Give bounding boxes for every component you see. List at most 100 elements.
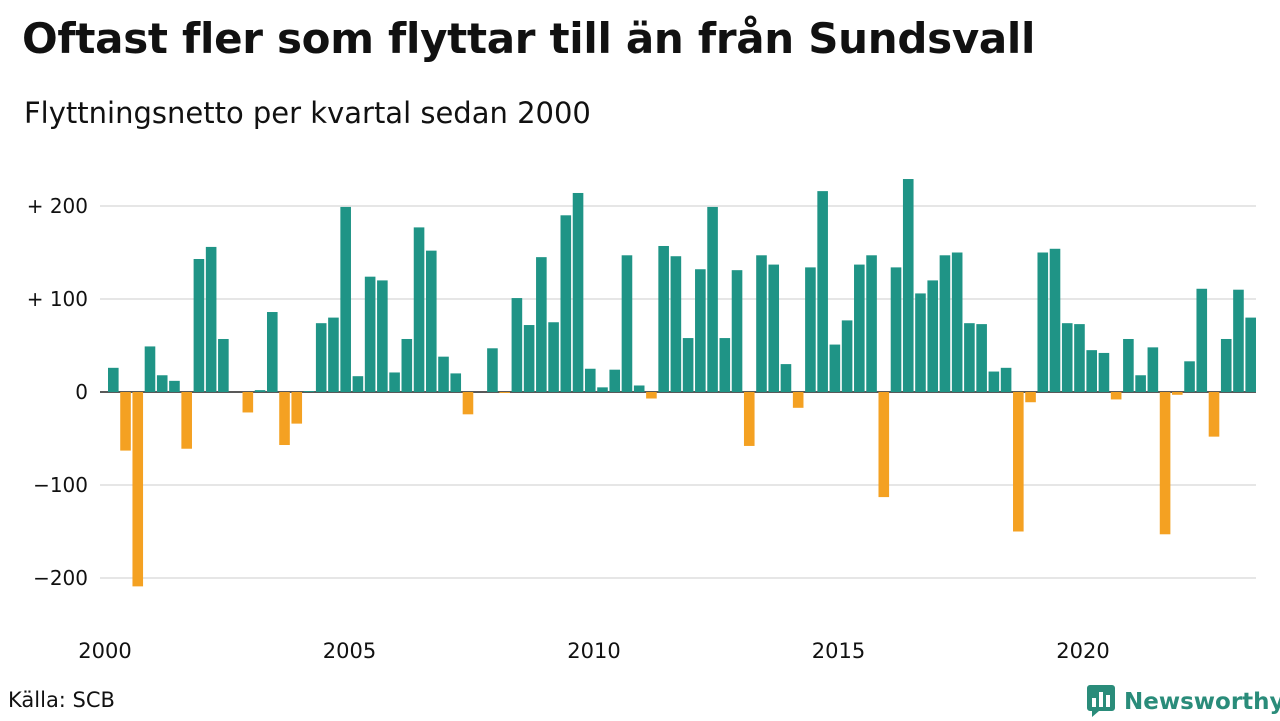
y-tick-label: −200 <box>33 566 88 590</box>
x-tick-label: 2020 <box>1056 639 1109 663</box>
bar <box>144 346 156 392</box>
bar <box>854 264 865 392</box>
bar <box>584 368 596 392</box>
bar <box>1013 392 1024 532</box>
bar <box>156 375 168 392</box>
bar <box>352 376 364 392</box>
bar <box>377 280 388 392</box>
bar <box>1135 375 1146 392</box>
bar <box>242 392 254 413</box>
bar <box>670 256 682 392</box>
bar <box>499 392 510 393</box>
bar <box>829 344 841 392</box>
bar <box>1245 317 1256 392</box>
x-tick-label: 2015 <box>812 639 865 663</box>
bar <box>927 280 939 392</box>
bar <box>597 387 608 392</box>
bar <box>988 371 1000 392</box>
brand-logo[interactable]: Newsworthy <box>1086 683 1280 721</box>
bar <box>621 255 633 392</box>
bar <box>976 324 987 392</box>
bar <box>1110 392 1122 400</box>
bar <box>413 227 425 392</box>
brand-name: Newsworthy <box>1124 689 1280 715</box>
bar <box>401 338 413 392</box>
bar <box>915 293 926 392</box>
bar <box>218 338 229 392</box>
bar <box>1061 323 1073 392</box>
bar <box>1184 361 1195 392</box>
bar <box>132 392 144 587</box>
bar <box>193 259 205 392</box>
bar <box>462 392 474 415</box>
bar <box>511 298 523 392</box>
bar <box>707 206 718 392</box>
bar <box>1123 338 1134 392</box>
bar <box>646 392 657 399</box>
bar <box>560 215 572 392</box>
bar <box>1025 392 1036 403</box>
bar <box>181 392 192 449</box>
bar <box>1159 392 1171 535</box>
x-tick-label: 2000 <box>78 639 131 663</box>
bar <box>902 179 914 392</box>
y-tick-label: −100 <box>33 473 88 497</box>
bar <box>254 390 266 392</box>
bar <box>731 270 743 392</box>
bar <box>841 320 853 392</box>
bar <box>1086 350 1097 392</box>
bar <box>682 338 694 392</box>
bar-chart-logo-icon <box>1086 683 1116 721</box>
bar <box>1233 289 1244 392</box>
bar <box>389 372 400 392</box>
bar <box>303 391 315 392</box>
bar <box>450 373 462 392</box>
bar <box>756 255 767 392</box>
bar <box>658 245 669 392</box>
bar <box>169 380 180 392</box>
bar <box>364 276 376 392</box>
bar <box>1098 352 1110 392</box>
bar <box>1220 338 1232 392</box>
bar <box>438 356 449 392</box>
bar <box>609 369 621 392</box>
bar <box>878 392 890 498</box>
bar <box>1049 248 1061 392</box>
bar <box>205 246 217 392</box>
bar <box>425 250 437 392</box>
bar <box>743 392 755 446</box>
bar <box>768 264 780 392</box>
bar <box>266 312 278 392</box>
bar <box>719 338 731 392</box>
bar <box>951 252 963 392</box>
bar <box>695 269 706 392</box>
bar <box>964 323 975 392</box>
y-tick-label: 0 <box>75 380 88 404</box>
bar-chart: + 200 + 100 0 −100 −200 2000 2005 2010 2015 2020 <box>27 179 1256 663</box>
bar <box>780 364 792 392</box>
bar <box>805 267 816 392</box>
bar <box>291 392 303 424</box>
bar <box>487 348 498 392</box>
x-tick-label: 2010 <box>567 639 620 663</box>
bars <box>108 179 1256 587</box>
bar <box>1196 288 1208 392</box>
bar <box>1147 347 1159 392</box>
bar <box>315 323 327 392</box>
bar <box>536 257 547 392</box>
bar <box>1172 392 1183 395</box>
y-tick-label: + 200 <box>27 194 88 218</box>
bar <box>279 392 290 446</box>
chart-subtitle: Flyttningsnetto per kvartal sedan 2000 <box>24 96 591 130</box>
bar <box>792 392 804 408</box>
bar <box>340 206 351 392</box>
chart-title: Oftast fler som flyttar till än från Sun… <box>22 14 1036 63</box>
bar <box>1074 324 1085 392</box>
source-note: Källa: SCB <box>8 688 115 712</box>
bar <box>523 325 535 392</box>
bar <box>1037 252 1049 392</box>
axis-labels: + 200 + 100 0 −100 −200 2000 2005 2010 2015 2020 <box>27 194 1110 663</box>
bar <box>108 367 119 392</box>
bar <box>1208 392 1220 437</box>
x-tick-label: 2005 <box>323 639 376 663</box>
